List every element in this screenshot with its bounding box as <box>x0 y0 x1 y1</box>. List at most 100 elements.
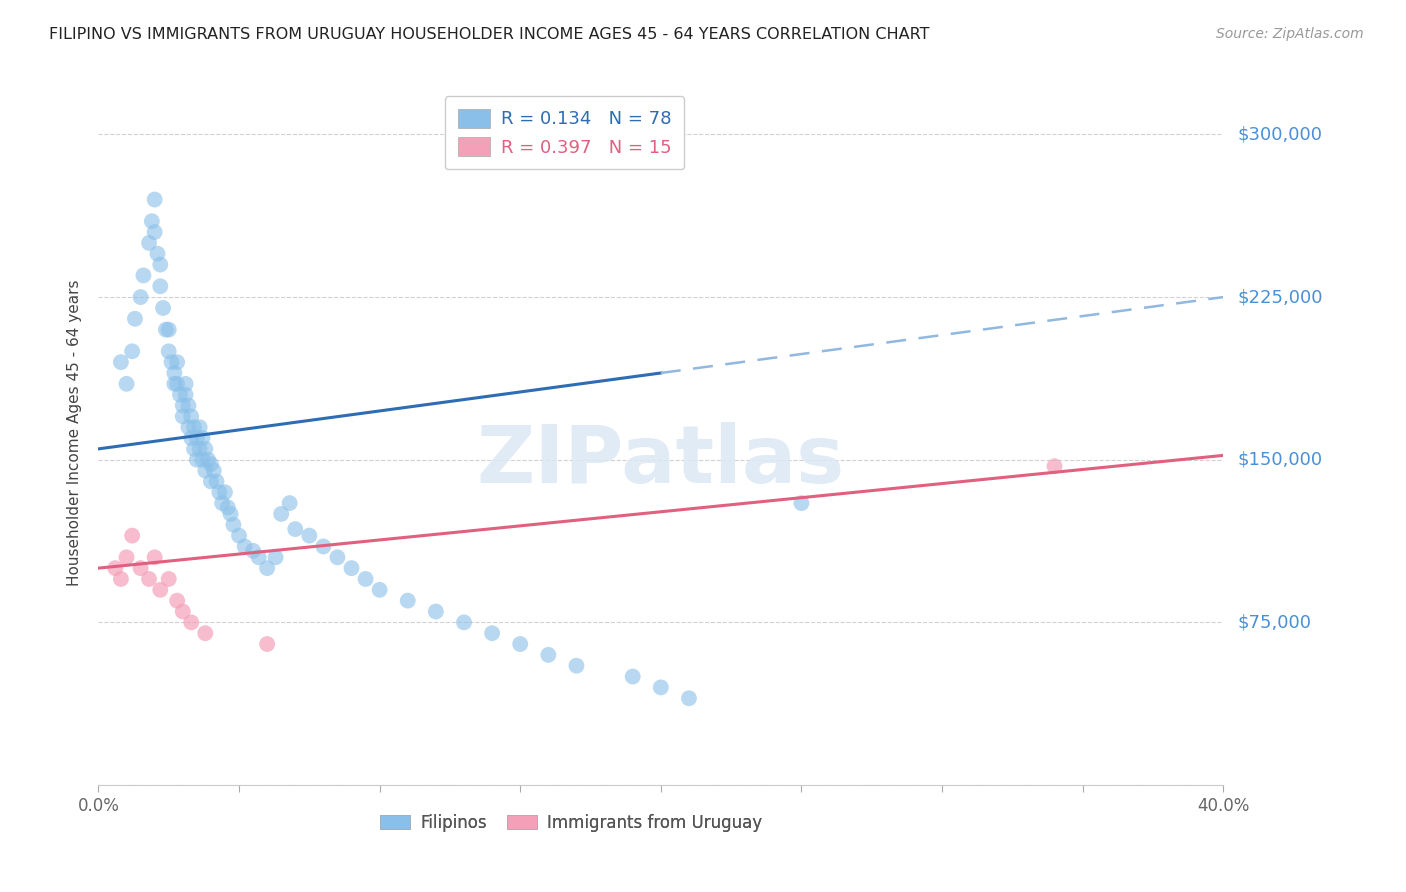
Point <box>247 550 270 565</box>
Point <box>132 268 155 283</box>
Point <box>312 540 335 554</box>
Point <box>188 442 211 456</box>
Point <box>104 561 127 575</box>
Point <box>509 637 531 651</box>
Point <box>217 500 239 515</box>
Point <box>537 648 560 662</box>
Point <box>186 452 208 467</box>
Point <box>174 376 197 391</box>
Text: ZIPatlas: ZIPatlas <box>477 422 845 500</box>
Point <box>163 366 186 380</box>
Point <box>650 681 672 695</box>
Point <box>278 496 301 510</box>
Text: Source: ZipAtlas.com: Source: ZipAtlas.com <box>1216 27 1364 41</box>
Point <box>155 323 177 337</box>
Point <box>191 452 214 467</box>
Point <box>200 457 222 471</box>
Point <box>160 355 183 369</box>
Point <box>340 561 363 575</box>
Point <box>368 582 391 597</box>
Point <box>256 637 278 651</box>
Point <box>166 593 188 607</box>
Point <box>256 561 278 575</box>
Point <box>121 344 143 359</box>
Point <box>157 323 180 337</box>
Point <box>177 420 200 434</box>
Point <box>157 344 180 359</box>
Point <box>129 290 152 304</box>
Point <box>172 409 194 424</box>
Point <box>242 543 264 558</box>
Point <box>202 464 225 478</box>
Point <box>208 485 231 500</box>
Point <box>354 572 377 586</box>
Point <box>194 626 217 640</box>
Point <box>180 409 202 424</box>
Point <box>180 431 202 445</box>
Point <box>177 399 200 413</box>
Point <box>129 561 152 575</box>
Text: FILIPINO VS IMMIGRANTS FROM URUGUAY HOUSEHOLDER INCOME AGES 45 - 64 YEARS CORREL: FILIPINO VS IMMIGRANTS FROM URUGUAY HOUS… <box>49 27 929 42</box>
Point <box>481 626 503 640</box>
Y-axis label: Householder Income Ages 45 - 64 years: Householder Income Ages 45 - 64 years <box>67 279 83 586</box>
Point <box>149 582 172 597</box>
Point <box>143 225 166 239</box>
Text: $225,000: $225,000 <box>1237 288 1323 306</box>
Point <box>138 235 160 250</box>
Point <box>124 311 146 326</box>
Point <box>110 355 132 369</box>
Point <box>138 572 160 586</box>
Point <box>149 258 172 272</box>
Point <box>157 572 180 586</box>
Legend: Filipinos, Immigrants from Uruguay: Filipinos, Immigrants from Uruguay <box>371 805 770 840</box>
Point <box>188 420 211 434</box>
Point <box>298 528 321 542</box>
Point <box>172 605 194 619</box>
Point <box>222 517 245 532</box>
Point <box>284 522 307 536</box>
Point <box>166 376 188 391</box>
Point <box>141 214 163 228</box>
Point <box>183 420 205 434</box>
Point <box>790 496 813 510</box>
Point <box>396 593 419 607</box>
Point <box>143 550 166 565</box>
Point <box>174 387 197 401</box>
Point <box>194 442 217 456</box>
Text: $150,000: $150,000 <box>1237 450 1322 468</box>
Point <box>183 442 205 456</box>
Point <box>146 246 169 260</box>
Point <box>191 431 214 445</box>
Point <box>149 279 172 293</box>
Point <box>453 615 475 630</box>
Point <box>115 550 138 565</box>
Point <box>200 475 222 489</box>
Point <box>152 301 174 315</box>
Point <box>233 540 256 554</box>
Point <box>121 528 143 542</box>
Point <box>197 452 219 467</box>
Point <box>180 615 202 630</box>
Point <box>115 376 138 391</box>
Point <box>163 376 186 391</box>
Point <box>110 572 132 586</box>
Text: $75,000: $75,000 <box>1237 614 1312 632</box>
Point <box>205 475 228 489</box>
Point <box>326 550 349 565</box>
Point <box>565 658 588 673</box>
Point <box>228 528 250 542</box>
Point <box>264 550 287 565</box>
Point <box>166 355 188 369</box>
Point <box>211 496 233 510</box>
Point <box>169 387 191 401</box>
Point <box>143 193 166 207</box>
Point <box>425 605 447 619</box>
Text: $300,000: $300,000 <box>1237 126 1322 144</box>
Point <box>270 507 292 521</box>
Point <box>214 485 236 500</box>
Point <box>186 431 208 445</box>
Point <box>194 464 217 478</box>
Point <box>1043 459 1066 474</box>
Point <box>219 507 242 521</box>
Point <box>621 669 644 683</box>
